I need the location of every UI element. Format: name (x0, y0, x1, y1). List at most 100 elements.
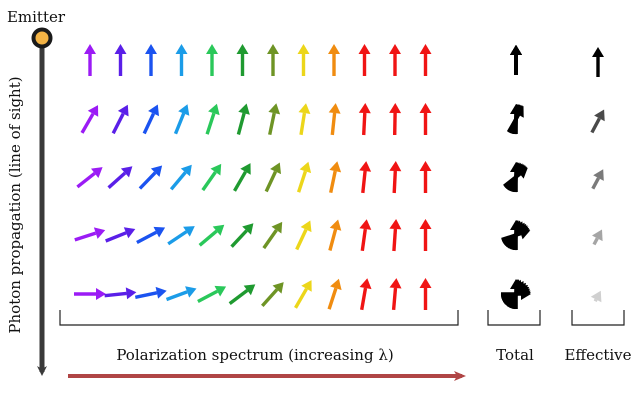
spectrum-arrow (106, 227, 136, 241)
effective-arrow (592, 47, 604, 77)
spectrum-arrow-shaft (296, 289, 307, 308)
spectrum-arrow (115, 44, 127, 76)
effective-arrow (592, 110, 605, 133)
spectrum-arrow (420, 219, 432, 251)
spectrum-arrow-shaft (171, 172, 185, 189)
spectrum-arrow-head (238, 104, 250, 115)
spectrum-arrow-head (389, 161, 401, 171)
spectrum-arrow (329, 161, 341, 192)
total-arrow-bundle (504, 162, 528, 192)
spectrum-arrow-head (145, 44, 157, 54)
spectrum-arrow (105, 287, 137, 299)
spectrum-arrow-head (156, 287, 167, 299)
effective-arrow-head (592, 47, 604, 57)
spectrum-arrow-shaft (109, 173, 125, 188)
spectrum-arrow-shaft (262, 290, 277, 306)
spectrum-arrow-head (268, 103, 280, 114)
spectrum-arrow (359, 219, 371, 251)
spectrum-arrow (262, 282, 283, 306)
spectrum-arrow (206, 44, 218, 76)
spectrum-arrow-head (328, 44, 340, 54)
spectrum-arrow (207, 104, 220, 134)
spectrum-arrow-shaft (266, 172, 275, 192)
spectrum-arrow (238, 104, 250, 135)
spectrum-arrow (232, 223, 254, 246)
spectrum-arrow-shaft (329, 288, 336, 309)
spectrum-arrow (420, 103, 432, 135)
spectrum-arrow (328, 44, 340, 76)
spectrum-bracket (60, 310, 458, 325)
spectrum-arrow (145, 44, 157, 76)
spectrum-arrow-head (299, 103, 311, 114)
spectrum-arrow-shaft (364, 113, 365, 135)
total-arrow (510, 45, 522, 75)
spectrum-arrow (198, 286, 226, 302)
spectrum-arrow-head (389, 103, 401, 113)
spectrum-arrow-shaft (203, 172, 216, 190)
spectrum-arrow (237, 44, 249, 76)
spectrum-arrow (298, 44, 310, 76)
effective-arrow-shaft (593, 178, 599, 189)
total-bracket (488, 310, 540, 325)
spectrum-arrow (84, 44, 96, 76)
spectrum-arrow-shaft (176, 113, 184, 133)
spectrum-arrow-shaft (200, 231, 217, 245)
spectrum-arrow (75, 227, 105, 240)
total-arrow-head (510, 45, 522, 55)
spectrum-arrow-shaft (105, 293, 127, 295)
spectrum-arrow (389, 103, 401, 135)
spectrum-arrow (389, 161, 401, 193)
spectrum-arrow (167, 286, 197, 299)
spectrum-arrow (297, 221, 312, 250)
spectrum-label: Polarization spectrum (increasing λ) (116, 346, 393, 364)
spectrum-arrow-head (359, 103, 371, 113)
spectrum-arrow-shaft (301, 113, 304, 135)
spectrum-arrow-shaft (198, 291, 217, 301)
spectrum-arrow (359, 44, 371, 76)
spectrum-arrow (389, 219, 401, 251)
spectrum-arrow-shaft (168, 232, 186, 244)
spectrum-arrow-head (420, 161, 432, 171)
spectrum-arrow-head (329, 161, 341, 172)
spectrum-arrow (420, 44, 432, 76)
propagation-axis-label: Photon propagation (line of sight) (6, 76, 24, 333)
effective-arrow (593, 169, 604, 188)
spectrum-arrow-shaft (362, 229, 365, 251)
spectrum-arrow (74, 288, 106, 300)
total-arrow-bundle (509, 104, 524, 134)
spectrum-arrow (203, 164, 221, 190)
spectrum-arrow-shaft (135, 293, 157, 298)
spectrum-arrow-head (420, 219, 432, 229)
spectrum-arrow-head (390, 278, 402, 288)
spectrum-arrow-shaft (207, 113, 214, 134)
effective-bracket (572, 310, 624, 325)
spectrum-arrow-shaft (297, 230, 306, 250)
emitter-label: Emitter (7, 8, 66, 26)
spectrum-arrow-shaft (363, 171, 365, 193)
spectrum-arrow (77, 167, 102, 187)
spectrum-arrow-head (298, 44, 310, 54)
spectrum-arrow (299, 162, 312, 192)
spectrum-arrow-head (84, 44, 96, 54)
effective-arrow-shaft (592, 118, 600, 132)
spectrum-arrow (137, 227, 165, 243)
spectrum-arrow-head (267, 44, 279, 54)
spectrum-arrow (140, 166, 162, 189)
spectrum-arrow (230, 284, 256, 303)
spectrum-arrow (390, 278, 402, 310)
spectrum-arrow-shaft (77, 173, 94, 187)
spectrum-arrow-shaft (362, 288, 366, 310)
total-arrow-bundle (510, 45, 522, 75)
spectrum-arrow (82, 105, 98, 133)
spectrum-arrow-shaft (113, 114, 123, 134)
spectrum-arrow-head (389, 44, 401, 54)
spectrum-arrow (168, 226, 195, 244)
spectrum-arrow (299, 103, 311, 135)
spectrum-arrow (235, 163, 251, 191)
spectrum-arrow-shaft (137, 232, 156, 242)
spectrum-arrow (296, 280, 312, 308)
spectrum-arrow-shaft (331, 171, 336, 193)
spectrum-arrow (329, 279, 342, 309)
spectrum-arrow-shaft (75, 233, 96, 240)
